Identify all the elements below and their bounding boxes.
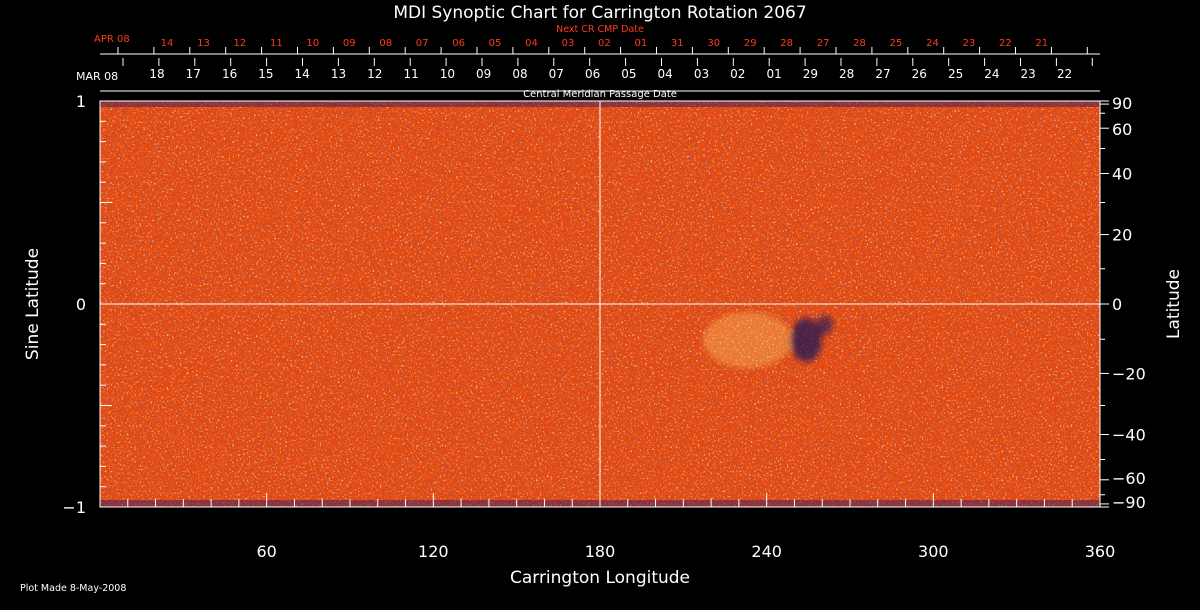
next-cr-date: 06 [452, 38, 465, 49]
next-cr-date: 24 [926, 38, 939, 49]
cmp-month-label: MAR 08 [76, 70, 118, 83]
cmp-date: 24 [984, 67, 999, 81]
y-right-tick-label: −60 [1112, 469, 1146, 488]
chart-title: MDI Synoptic Chart for Carrington Rotati… [393, 3, 806, 23]
next-cr-date: 23 [963, 38, 976, 49]
magnetogram-map [99, 100, 1101, 508]
next-cr-date: 05 [489, 38, 502, 49]
next-cr-month-label: APR 08 [94, 34, 130, 45]
next-cr-date: 04 [525, 38, 538, 49]
cmp-date: 02 [730, 67, 745, 81]
longitude-axis: 60 120 180 240 300 360 [127, 493, 1116, 561]
cmp-date: 23 [1021, 67, 1036, 81]
cmp-date: 10 [440, 67, 455, 81]
cmp-date: 29 [803, 67, 818, 81]
next-cr-date: 22 [999, 38, 1012, 49]
cmp-date: 13 [331, 67, 346, 81]
sunspot-cluster [790, 318, 822, 362]
cmp-date: 17 [186, 67, 201, 81]
cmp-date: 11 [403, 67, 418, 81]
cmp-date: 04 [658, 67, 673, 81]
y-right-tick-label: 0 [1112, 295, 1122, 314]
y-left-tick-label: 0 [76, 295, 86, 314]
cmp-date: 01 [766, 67, 781, 81]
cmp-date: 27 [875, 67, 890, 81]
cmp-date: 16 [222, 67, 237, 81]
next-cr-date: 01 [634, 38, 647, 49]
left-axis-label: Sine Latitude [23, 248, 43, 360]
cmp-date: 05 [621, 67, 636, 81]
cmp-date: 14 [295, 67, 310, 81]
next-cr-date-axis: 14 13 12 11 10 09 08 07 06 05 04 03 02 01 31 30 29 28 27 28… [100, 38, 1100, 55]
x-tick-label: 120 [418, 542, 449, 561]
cmp-date: 12 [367, 67, 382, 81]
y-right-tick-label: 90 [1112, 94, 1132, 113]
x-tick-label: 180 [585, 542, 616, 561]
next-cr-date: 25 [890, 38, 903, 49]
next-cr-date: 02 [598, 38, 611, 49]
cmp-date-axis: 18 17 16 15 14 13 12 11 10 09 08 07 06 05 04 03 02 01 29 28… [100, 58, 1100, 92]
next-cr-date: 03 [562, 38, 575, 49]
cmp-axis-title: Central Meridian Passage Date [523, 89, 677, 100]
next-cr-date: 28 [853, 38, 866, 49]
next-cr-date: 27 [817, 38, 830, 49]
sunspot-cluster [817, 315, 833, 335]
y-right-tick-label: 60 [1112, 120, 1132, 139]
right-axis-label: Latitude [1164, 269, 1184, 339]
next-cr-date: 31 [671, 38, 684, 49]
cmp-date: 15 [258, 67, 273, 81]
active-region [703, 312, 833, 368]
cmp-date: 25 [948, 67, 963, 81]
cmp-date: 03 [694, 67, 709, 81]
cmp-date: 28 [839, 67, 854, 81]
next-cr-date: 28 [780, 38, 793, 49]
cmp-date: 22 [1057, 67, 1072, 81]
plage-region [703, 312, 793, 368]
next-cr-date: 21 [1035, 38, 1048, 49]
latitude-axis: 90 60 40 20 0 −20 −40 −60 −90 [1100, 94, 1146, 512]
y-right-tick-label: 40 [1112, 165, 1132, 184]
cmp-date: 18 [149, 67, 164, 81]
y-left-tick-label: 1 [76, 92, 86, 111]
cmp-date: 06 [585, 67, 600, 81]
next-cr-date: 09 [343, 38, 356, 49]
next-cr-date: 13 [197, 38, 210, 49]
y-right-tick-label: −40 [1112, 425, 1146, 444]
x-tick-label: 60 [256, 542, 276, 561]
next-cr-date: 29 [744, 38, 757, 49]
y-right-tick-label: −90 [1112, 493, 1146, 512]
next-cr-date: 08 [379, 38, 392, 49]
sine-latitude-axis: 1 0 −1 [62, 92, 112, 517]
cmp-date: 07 [549, 67, 564, 81]
next-cr-date: 07 [416, 38, 429, 49]
cmp-date: 26 [912, 67, 927, 81]
y-left-tick-label: −1 [62, 498, 86, 517]
next-cr-date: 12 [234, 38, 247, 49]
next-cr-date: 30 [707, 38, 720, 49]
x-tick-label: 300 [918, 542, 949, 561]
next-cr-date: 10 [306, 38, 319, 49]
next-cr-date: 11 [270, 38, 283, 49]
next-cr-date: 14 [161, 38, 174, 49]
x-axis-label: Carrington Longitude [510, 568, 690, 588]
y-right-tick-label: 20 [1112, 226, 1132, 245]
x-tick-label: 240 [751, 542, 782, 561]
x-tick-label: 360 [1085, 542, 1116, 561]
cmp-date: 08 [512, 67, 527, 81]
cmp-date: 09 [476, 67, 491, 81]
y-right-tick-label: −20 [1112, 364, 1146, 383]
next-cr-axis-title: Next CR CMP Date [556, 24, 644, 35]
plot-made-footer: Plot Made 8-May-2008 [20, 583, 126, 594]
